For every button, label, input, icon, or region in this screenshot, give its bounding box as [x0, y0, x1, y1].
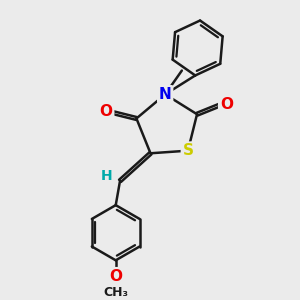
Text: N: N — [159, 87, 172, 102]
Text: S: S — [182, 143, 194, 158]
Text: O: O — [100, 103, 112, 118]
Text: CH₃: CH₃ — [103, 286, 128, 299]
Text: O: O — [220, 98, 233, 112]
Text: H: H — [101, 169, 113, 183]
Text: O: O — [109, 269, 122, 284]
